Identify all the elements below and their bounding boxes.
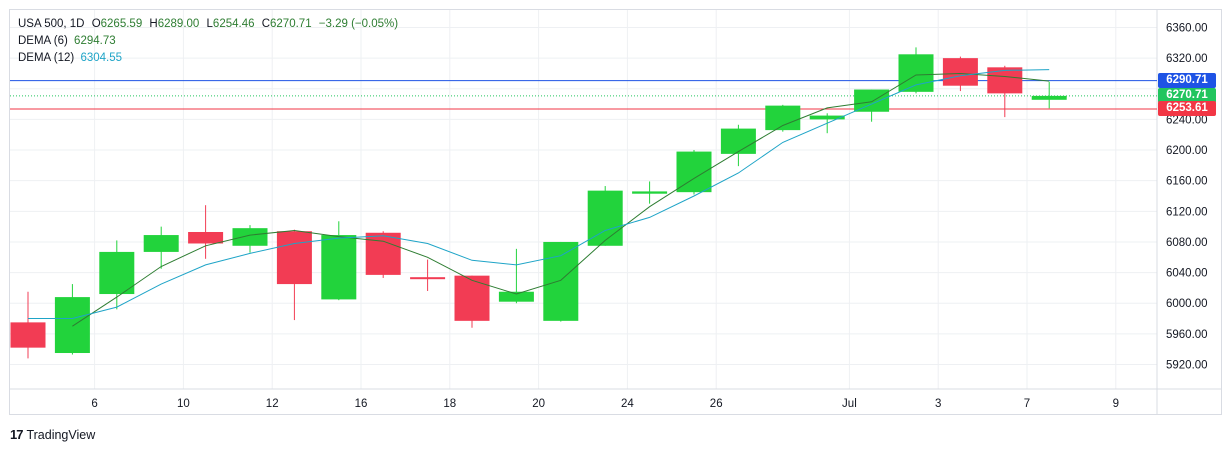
candle-body-0 xyxy=(10,322,46,348)
brand-tradingview[interactable]: 17 TradingView xyxy=(10,427,95,442)
series-line-1 xyxy=(28,69,1050,319)
x-tick-label-9: 3 xyxy=(935,398,941,410)
legend-dema6-value: 6294.73 xyxy=(74,35,116,47)
y-tick-label-4: 6080.00 xyxy=(1166,237,1208,249)
legend-close-value: 6270.71 xyxy=(270,18,312,30)
legend-open-label: O xyxy=(91,18,101,30)
candle-body-3 xyxy=(143,235,179,252)
candle-9 xyxy=(410,259,446,291)
legend-open-value: 6265.59 xyxy=(100,18,143,30)
candle-body-2 xyxy=(99,251,135,295)
tradingview-logo-icon: 17 xyxy=(10,427,24,442)
candle-7 xyxy=(321,221,357,301)
candle-body-21 xyxy=(942,58,978,86)
y-tick-label-0: 5920.00 xyxy=(1166,360,1208,372)
candle-body-14 xyxy=(632,191,668,194)
y-tick-label-11: 6360.00 xyxy=(1166,23,1208,35)
legend-ohlc-row: USA 500, 1D O6265.59 H6289.00 L6254.46 C… xyxy=(18,17,398,31)
candle-body-18 xyxy=(809,115,845,120)
y-tick-label-2: 6000.00 xyxy=(1166,298,1208,310)
candle-20 xyxy=(898,47,934,94)
legend-low-label: L xyxy=(206,18,213,30)
candle-11 xyxy=(498,248,534,304)
candle-15 xyxy=(676,150,712,195)
candle-6 xyxy=(276,229,312,321)
candle-21 xyxy=(942,56,978,92)
candle-body-11 xyxy=(498,291,534,302)
y-tick-label-7: 6200.00 xyxy=(1166,145,1208,157)
x-tick-label-3: 16 xyxy=(355,398,368,410)
candle-0 xyxy=(10,291,46,359)
x-tick-label-5: 20 xyxy=(532,398,545,410)
candle-5 xyxy=(232,225,268,253)
x-tick-label-6: 24 xyxy=(621,398,634,410)
x-tick-label-7: 26 xyxy=(710,398,723,410)
y-tick-label-3: 6040.00 xyxy=(1166,268,1208,280)
candle-body-1 xyxy=(54,297,90,354)
x-tick-label-2: 12 xyxy=(266,398,279,410)
legend-dema12-value: 6304.55 xyxy=(80,52,123,64)
candle-2 xyxy=(99,240,135,310)
candle-body-10 xyxy=(454,275,490,321)
candle-body-12 xyxy=(543,241,579,321)
price-tag-red-line: 6253.61 xyxy=(1158,101,1216,117)
chart-frame[interactable] xyxy=(9,9,1222,415)
x-tick-label-1: 10 xyxy=(177,398,190,410)
y-tick-label-8: 6240.00 xyxy=(1166,114,1208,126)
legend-low-value: 6254.46 xyxy=(212,18,255,30)
legend-close-label: C xyxy=(261,18,271,30)
y-tick-label-10: 6320.00 xyxy=(1166,53,1208,65)
candle-body-23 xyxy=(1031,95,1067,100)
candle-body-7 xyxy=(321,235,357,300)
legend-high-label: H xyxy=(149,18,158,30)
candle-16 xyxy=(720,124,756,167)
candle-body-19 xyxy=(854,89,890,112)
legend-dema12-row[interactable]: DEMA (12) 6304.55 xyxy=(18,51,122,65)
candle-23 xyxy=(1031,81,1067,109)
x-tick-label-4: 18 xyxy=(443,398,456,410)
candle-4 xyxy=(188,205,224,259)
legend-change: −3.29 (−0.05%) xyxy=(318,18,399,30)
y-tick-label-6: 6160.00 xyxy=(1166,176,1208,188)
legend-dema6-row[interactable]: DEMA (6) 6294.73 xyxy=(18,34,116,48)
y-tick-label-1: 5960.00 xyxy=(1166,329,1208,341)
candle-10 xyxy=(454,275,490,328)
series-line-0 xyxy=(72,72,1050,327)
legend-dema12-label: DEMA (12) xyxy=(18,52,75,64)
candle-body-20 xyxy=(898,54,934,92)
candle-body-4 xyxy=(188,231,224,244)
legend-symbol: USA 500, 1D xyxy=(18,18,85,30)
brand-name: TradingView xyxy=(26,427,96,442)
candle-19 xyxy=(854,89,890,122)
candle-14 xyxy=(632,181,668,204)
x-tick-label-11: 9 xyxy=(1113,398,1119,410)
candle-3 xyxy=(143,226,179,269)
price-tag-last-close: 6270.71 xyxy=(1158,88,1216,104)
candle-body-8 xyxy=(365,232,401,275)
candle-17 xyxy=(765,104,801,132)
candle-12 xyxy=(543,241,579,322)
candle-body-16 xyxy=(720,128,756,154)
candle-body-6 xyxy=(276,231,312,285)
price-tag-blue-line: 6290.71 xyxy=(1158,73,1216,89)
candle-13 xyxy=(587,186,623,246)
candle-body-5 xyxy=(232,228,268,246)
y-tick-label-5: 6120.00 xyxy=(1166,206,1208,218)
candle-body-9 xyxy=(410,277,446,280)
legend-dema6-label: DEMA (6) xyxy=(18,35,68,47)
candle-body-17 xyxy=(765,105,801,131)
legend-high-value: 6289.00 xyxy=(157,18,200,30)
x-tick-label-10: 7 xyxy=(1024,398,1030,410)
x-tick-label-8: Jul xyxy=(842,398,857,410)
candle-body-22 xyxy=(987,67,1023,94)
candle-1 xyxy=(54,284,90,355)
x-tick-label-0: 6 xyxy=(91,398,97,410)
